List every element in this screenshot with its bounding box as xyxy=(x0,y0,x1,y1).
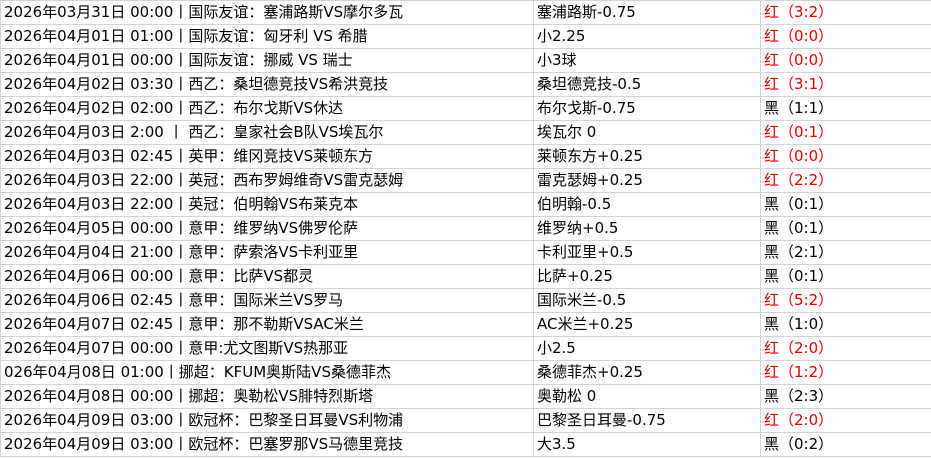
pick-cell: 比萨+0.25 xyxy=(533,264,761,289)
pick-cell: 巴黎圣日耳曼-0.75 xyxy=(533,408,761,433)
table-row: 2026年04月08日 00:00丨挪超：奥勒松VS腓特烈斯塔 奥勒松 0 黑（2:… xyxy=(0,384,931,409)
table-row: 2026年04月04日 21:00丨意甲：萨索洛VS卡利亚里 卡利亚里+0.5 黑（… xyxy=(0,240,931,265)
table-row: 2026年04月01日 01:00丨国际友谊：匈牙利 VS 希腊 小2.25 红（0… xyxy=(0,24,931,49)
table-row: 2026年04月02日 03:30丨西乙：桑坦德竞技VS希洪竞技 桑坦德竞技-0.… xyxy=(0,72,931,97)
table-row: 2026年04月06日 00:00丨意甲：比萨VS都灵 比萨+0.25 黑（0:1） xyxy=(0,264,931,289)
match-cell: 2026年04月09日 03:00丨欧冠杯：巴塞罗那VS马德里竞技 xyxy=(0,432,534,457)
result-cell: 黑（1:1） xyxy=(760,96,931,121)
match-cell: 2026年04月07日 00:00丨意甲:尤文图斯VS热那亚 xyxy=(0,336,534,361)
pick-cell: 莱顿东方+0.25 xyxy=(533,144,761,169)
match-cell: 2026年04月01日 01:00丨国际友谊：匈牙利 VS 希腊 xyxy=(0,24,534,49)
result-cell: 红（2:2） xyxy=(760,168,931,193)
pick-cell: 奥勒松 0 xyxy=(533,384,761,409)
match-cell: 2026年04月06日 00:00丨意甲：比萨VS都灵 xyxy=(0,264,534,289)
table-row: 2026年04月03日 02:45丨英甲：维冈竞技VS莱顿东方 莱顿东方+0.25… xyxy=(0,144,931,169)
pick-cell: 雷克瑟姆+0.25 xyxy=(533,168,761,193)
pick-cell: 桑德菲杰+0.25 xyxy=(533,360,761,385)
table-row: 2026年04月07日 00:00丨意甲:尤文图斯VS热那亚 小2.5 红（2:0） xyxy=(0,336,931,361)
match-cell: 2026年04月06日 02:45丨意甲：国际米兰VS罗马 xyxy=(0,288,534,313)
match-cell: 2026年04月04日 21:00丨意甲：萨索洛VS卡利亚里 xyxy=(0,240,534,265)
result-cell: 黑（2:1） xyxy=(760,240,931,265)
match-cell: 2026年04月03日 22:00丨英冠：伯明翰VS布莱克本 xyxy=(0,192,534,217)
result-cell: 红（2:0） xyxy=(760,336,931,361)
result-cell: 黑（0:1） xyxy=(760,264,931,289)
match-cell: 2026年04月08日 00:00丨挪超：奥勒松VS腓特烈斯塔 xyxy=(0,384,534,409)
pick-cell: 塞浦路斯-0.75 xyxy=(533,0,761,25)
table-row: 2026年03月31日 00:00丨国际友谊：塞浦路斯VS摩尔多瓦 塞浦路斯-0.… xyxy=(0,0,931,25)
result-cell: 黑（1:0） xyxy=(760,312,931,337)
table-row: 2026年04月06日 02:45丨意甲：国际米兰VS罗马 国际米兰-0.5 红（5… xyxy=(0,288,931,313)
result-cell: 黑（0:2） xyxy=(760,432,931,457)
result-cell: 红（0:0） xyxy=(760,144,931,169)
result-cell: 红（1:2） xyxy=(760,360,931,385)
match-cell: 2026年04月01日 00:00丨国际友谊：挪威 VS 瑞士 xyxy=(0,48,534,73)
result-cell: 红（2:0） xyxy=(760,408,931,433)
match-cell: 2026年04月05日 00:00丨意甲：维罗纳VS佛罗伦萨 xyxy=(0,216,534,241)
result-cell: 红（3:2） xyxy=(760,0,931,25)
pick-cell: AC米兰+0.25 xyxy=(533,312,761,337)
match-cell: 2026年04月03日 22:00丨英冠：西布罗姆维奇VS雷克瑟姆 xyxy=(0,168,534,193)
table-row: 2026年04月03日 22:00丨英冠：伯明翰VS布莱克本 伯明翰-0.5 黑（0… xyxy=(0,192,931,217)
match-cell: 2026年04月09日 03:00丨欧冠杯：巴黎圣日耳曼VS利物浦 xyxy=(0,408,534,433)
match-cell: 2026年04月07日 02:45丨意甲：那不勒斯VSAC米兰 xyxy=(0,312,534,337)
pick-cell: 卡利亚里+0.5 xyxy=(533,240,761,265)
table-row: 2026年04月03日 22:00丨英冠：西布罗姆维奇VS雷克瑟姆 雷克瑟姆+0.… xyxy=(0,168,931,193)
table-row: 026年04月08日 01:00丨挪超：KFUM奥斯陆VS桑德菲杰 桑德菲杰+0.… xyxy=(0,360,931,385)
result-cell: 红（0:0） xyxy=(760,24,931,49)
pick-cell: 国际米兰-0.5 xyxy=(533,288,761,313)
match-cell: 2026年04月02日 03:30丨西乙：桑坦德竞技VS希洪竞技 xyxy=(0,72,534,97)
pick-cell: 维罗纳+0.5 xyxy=(533,216,761,241)
table-row: 2026年04月09日 03:00丨欧冠杯：巴黎圣日耳曼VS利物浦 巴黎圣日耳曼-… xyxy=(0,408,931,433)
table-row: 2026年04月02日 02:00丨西乙：布尔戈斯VS休达 布尔戈斯-0.75 黑（… xyxy=(0,96,931,121)
table-row: 2026年04月03日 2:00 丨 西乙：皇家社会B队VS埃瓦尔 埃瓦尔 0 红（… xyxy=(0,120,931,145)
pick-cell: 大3.5 xyxy=(533,432,761,457)
pick-cell: 埃瓦尔 0 xyxy=(533,120,761,145)
result-cell: 黑（0:1） xyxy=(760,216,931,241)
match-cell: 2026年04月03日 02:45丨英甲：维冈竞技VS莱顿东方 xyxy=(0,144,534,169)
match-cell: 2026年04月02日 02:00丨西乙：布尔戈斯VS休达 xyxy=(0,96,534,121)
match-cell: 2026年04月03日 2:00 丨 西乙：皇家社会B队VS埃瓦尔 xyxy=(0,120,534,145)
result-cell: 红（0:0） xyxy=(760,48,931,73)
table-row: 2026年04月09日 03:00丨欧冠杯：巴塞罗那VS马德里竞技 大3.5 黑（0… xyxy=(0,432,931,457)
table-row: 2026年04月05日 00:00丨意甲：维罗纳VS佛罗伦萨 维罗纳+0.5 黑（0… xyxy=(0,216,931,241)
pick-cell: 桑坦德竞技-0.5 xyxy=(533,72,761,97)
result-cell: 黑（0:1） xyxy=(760,192,931,217)
result-cell: 红（5:2） xyxy=(760,288,931,313)
pick-cell: 小2.5 xyxy=(533,336,761,361)
table-row: 2026年04月07日 02:45丨意甲：那不勒斯VSAC米兰 AC米兰+0.25… xyxy=(0,312,931,337)
result-cell: 红（0:1） xyxy=(760,120,931,145)
match-cell: 2026年03月31日 00:00丨国际友谊：塞浦路斯VS摩尔多瓦 xyxy=(0,0,534,25)
pick-cell: 小3球 xyxy=(533,48,761,73)
pick-cell: 布尔戈斯-0.75 xyxy=(533,96,761,121)
pick-cell: 小2.25 xyxy=(533,24,761,49)
pick-cell: 伯明翰-0.5 xyxy=(533,192,761,217)
match-cell: 026年04月08日 01:00丨挪超：KFUM奥斯陆VS桑德菲杰 xyxy=(0,360,534,385)
table-row: 2026年04月01日 00:00丨国际友谊：挪威 VS 瑞士 小3球 红（0:0） xyxy=(0,48,931,73)
result-cell: 黑（2:3） xyxy=(760,384,931,409)
result-cell: 红（3:1） xyxy=(760,72,931,97)
